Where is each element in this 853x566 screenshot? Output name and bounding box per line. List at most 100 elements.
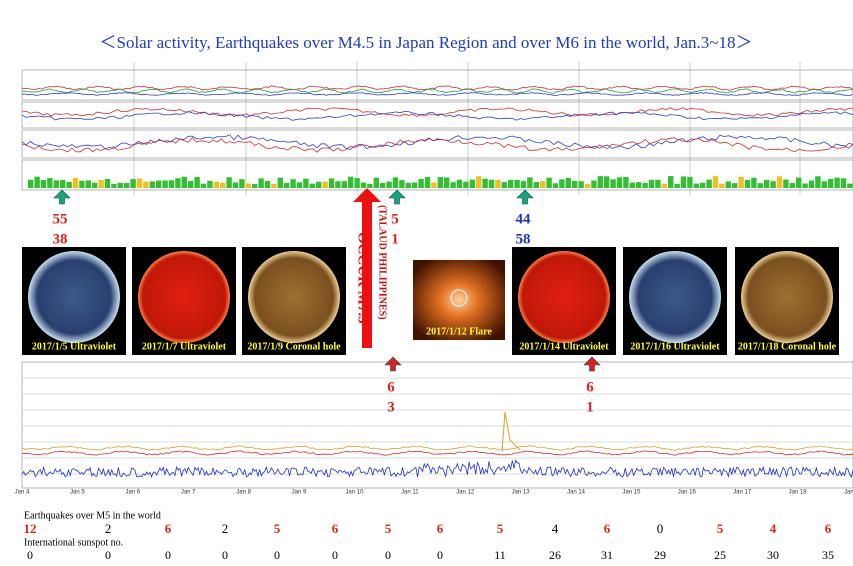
earthquake-count: 12 (24, 521, 37, 536)
earthquake-count: 6 (437, 521, 444, 536)
kp-bar (642, 182, 648, 188)
kp-bar (540, 181, 546, 188)
kp-bar (85, 180, 91, 188)
kp-bar (770, 181, 776, 188)
kp-bar (444, 177, 450, 188)
kp-bar (680, 176, 687, 188)
kp-bar (348, 176, 354, 188)
annotation-number: 6 (387, 379, 395, 395)
arrow (353, 188, 381, 348)
annotation-number: 55 (53, 211, 68, 227)
arrow (583, 356, 601, 372)
earthquake-count: 6 (604, 521, 611, 536)
kp-bar (168, 180, 175, 188)
kp-bar (482, 178, 488, 188)
kp-bar (309, 183, 315, 188)
kp-bar (565, 178, 571, 188)
sun-disk (138, 251, 230, 343)
sun-disk (741, 251, 833, 343)
kp-bar (725, 181, 731, 188)
kp-bar (98, 179, 104, 188)
trace (21, 85, 853, 91)
kp-bar (648, 179, 655, 188)
kp-bar (136, 178, 143, 188)
panel-frame (21, 101, 853, 129)
kp-bar (546, 177, 552, 188)
kp-bar (47, 178, 53, 188)
image-caption: 2017/1/14 Ultraviolet (519, 341, 609, 352)
xray-date: Jan 4 (15, 490, 30, 496)
flare-glow (413, 260, 505, 340)
kp-bar (367, 183, 373, 188)
kp-bar (604, 176, 610, 188)
kp-bar (290, 179, 296, 188)
xray-frame (21, 361, 853, 489)
sunspot-count: 0 (437, 548, 443, 562)
kp-bar (706, 179, 712, 188)
sun-disk (28, 251, 120, 343)
kp-bar (693, 183, 699, 188)
kp-bar (764, 180, 770, 188)
kp-bar (501, 182, 507, 188)
kp-bar (584, 183, 591, 188)
xray-trace (21, 459, 853, 479)
kp-bar (610, 179, 616, 188)
panel-frame (21, 159, 853, 191)
kp-bar (527, 177, 533, 188)
kp-bar (264, 180, 271, 188)
kp-bar (802, 183, 808, 188)
xray-date: Jan 19 (844, 490, 853, 496)
xray-date: Jan 16 (678, 490, 697, 496)
kp-bar (60, 179, 66, 188)
kp-bar (847, 183, 853, 188)
earthquake-count: 4 (552, 521, 559, 536)
kp-bar (104, 178, 111, 188)
xray-panel: Jan 4 Jan 5 Jan 6 Jan 7 Jan 8 Jan 9 Jan 10 Jan … (15, 361, 853, 496)
kp-bar (815, 176, 821, 188)
kp-bar (360, 182, 367, 188)
sunspot-count: 0 (105, 548, 111, 562)
arrow (53, 189, 71, 205)
earthquake-count: 5 (497, 521, 504, 536)
trace (21, 134, 853, 150)
kp-bar (533, 182, 539, 188)
arrow (384, 356, 402, 372)
kp-bar (552, 183, 559, 188)
kp-bar (149, 181, 155, 188)
sunspot-count: 31 (601, 548, 613, 562)
kp-bar (72, 177, 79, 188)
kp-bar (258, 178, 264, 188)
kp-bar (463, 181, 469, 188)
trace (21, 445, 853, 451)
trace (21, 88, 853, 94)
sunspot-count: 29 (654, 548, 666, 562)
kp-bar (738, 176, 744, 188)
earthquake-count: 2 (105, 521, 112, 536)
kp-bar (111, 183, 117, 188)
kp-bar (207, 180, 213, 188)
kp-bar (623, 176, 629, 188)
sunspot-count: 0 (332, 548, 338, 562)
kp-bar (226, 177, 232, 188)
kp-bar (508, 179, 514, 188)
trace (21, 92, 853, 96)
kp-bar (456, 179, 463, 188)
sunspot-count: 0 (222, 548, 228, 562)
kp-bar (712, 176, 719, 188)
kp-bar (488, 179, 495, 188)
panel-frame (21, 69, 853, 101)
kp-bar (181, 176, 187, 188)
xray-date: Jan 7 (181, 490, 196, 496)
event-text: OCCUR M7.3 (355, 232, 371, 324)
kp-bar (783, 179, 789, 188)
image-caption: 2017/1/12 Flare (426, 326, 492, 337)
kp-bar (220, 182, 226, 188)
kp-bar (719, 183, 725, 188)
annotation-number: 1 (391, 231, 399, 247)
event-place: (TALAUD PHILIPPINES) (377, 205, 388, 320)
kp-bar (194, 176, 200, 188)
kp-bar (245, 183, 251, 188)
occulter (450, 289, 468, 307)
kp-bar (469, 179, 475, 188)
